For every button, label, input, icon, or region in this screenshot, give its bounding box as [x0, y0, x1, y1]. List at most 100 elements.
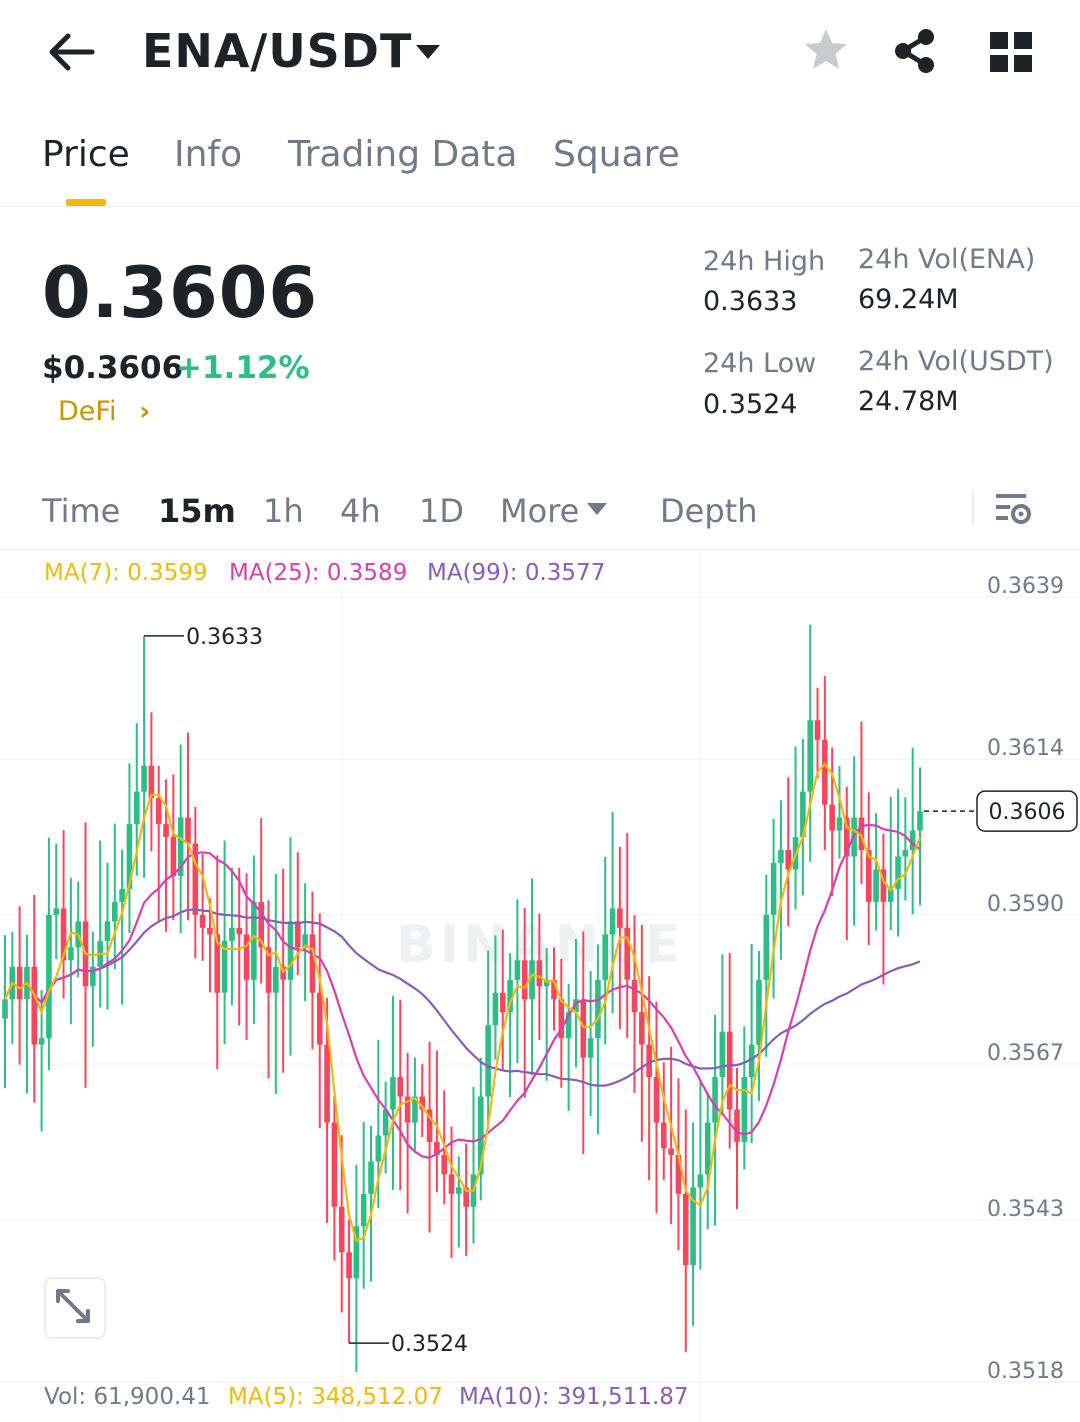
interval-more[interactable]: More: [500, 492, 580, 530]
last-price: 0.3606: [42, 252, 319, 334]
ma25-line: [3, 823, 921, 1159]
candle-body: [675, 1154, 682, 1194]
candle-body: [412, 1096, 418, 1123]
vol-base-value: 69.24M: [858, 284, 959, 315]
candle-body: [456, 1187, 462, 1194]
candle-body: [609, 908, 616, 935]
candle-body: [214, 934, 221, 993]
candle-body: [836, 817, 843, 831]
candle-body: [126, 824, 133, 889]
candle-body: [917, 811, 923, 831]
candle-body: [631, 979, 638, 1013]
category-tag-label: DeFi: [58, 396, 117, 427]
fullscreen-button[interactable]: [44, 1277, 106, 1339]
last-price-box: [976, 790, 1078, 832]
candle-body: [448, 1174, 455, 1194]
candle-body: [800, 791, 806, 838]
candle-body: [690, 1187, 696, 1266]
candle-body: [734, 1109, 740, 1142]
candle-body: [770, 862, 777, 915]
candle-body: [521, 960, 528, 1000]
candle-body: [133, 791, 140, 825]
candle-body: [587, 1038, 594, 1058]
tab-divider: [0, 206, 1080, 207]
low-label: 24h Low: [703, 348, 817, 379]
tab-price[interactable]: Price: [42, 134, 130, 175]
ma25-legend: MA(25): 0.3589: [229, 560, 408, 586]
vol-quote-label: 24h Vol(USDT): [858, 346, 1054, 377]
candle-body: [748, 1044, 755, 1078]
candle-body: [390, 1077, 396, 1110]
chart-settings-icon[interactable]: [994, 490, 1032, 528]
candle-body: [192, 843, 199, 915]
ma99-line: [3, 908, 921, 1087]
candle-body: [141, 765, 147, 792]
y-tick-label: 0.3590: [987, 892, 1064, 917]
toolbar-separator: [972, 490, 974, 524]
candle-body: [177, 817, 184, 876]
candle-body: [822, 739, 828, 805]
category-tag-link[interactable]: DeFi ›: [58, 396, 150, 427]
candle-body: [302, 934, 308, 948]
candle-body: [507, 979, 513, 1013]
pair-title[interactable]: ENA/USDT: [142, 24, 413, 78]
candle-body: [778, 850, 784, 863]
caret-down-icon[interactable]: [414, 42, 442, 62]
tab-trading-data[interactable]: Trading Data: [288, 134, 518, 175]
vol-ma5-legend: MA(5): 348,512.07: [228, 1384, 443, 1410]
candle-body: [90, 966, 96, 987]
interval-4h[interactable]: 4h: [340, 492, 381, 530]
candle-body: [565, 1012, 572, 1039]
usd-price: $0.3606: [42, 350, 184, 386]
y-tick-label: 0.3518: [987, 1359, 1064, 1384]
y-tick-label: 0.3639: [987, 574, 1064, 599]
star-icon[interactable]: [802, 26, 850, 74]
candle-body: [112, 901, 118, 922]
candles-group: [2, 624, 923, 1373]
candle-body: [543, 979, 550, 987]
low-value: 0.3524: [703, 389, 798, 420]
candle-body: [697, 1174, 704, 1188]
interval-1d[interactable]: 1D: [419, 492, 464, 530]
interval-time[interactable]: Time: [42, 492, 121, 530]
candle-body: [60, 908, 67, 961]
candle-body: [148, 765, 155, 799]
candle-body: [595, 979, 601, 1039]
interval-15m[interactable]: 15m: [158, 492, 236, 530]
candle-body: [682, 1193, 689, 1266]
candle-body: [887, 888, 894, 902]
grid-icon[interactable]: [988, 30, 1034, 74]
candle-body: [485, 1025, 491, 1097]
candle-body: [375, 1135, 382, 1162]
share-icon[interactable]: [890, 26, 940, 76]
tab-square[interactable]: Square: [553, 134, 680, 175]
candle-body: [492, 992, 499, 1026]
tab-depth[interactable]: Depth: [660, 492, 758, 530]
candle-body: [295, 921, 301, 948]
candle-body: [31, 966, 38, 1045]
chevron-right-icon: ›: [139, 396, 151, 427]
candle-body: [741, 1077, 748, 1142]
back-arrow-icon[interactable]: [42, 28, 98, 76]
tab-info[interactable]: Info: [174, 134, 243, 175]
candle-body: [360, 1193, 367, 1227]
candle-body: [580, 999, 587, 1058]
candle-body: [119, 888, 125, 902]
candle-body: [155, 798, 162, 825]
interval-1h[interactable]: 1h: [263, 492, 304, 530]
candle-body: [844, 817, 850, 857]
candlestick-chart[interactable]: 0.36390.36140.35900.35670.35430.3518BINA…: [0, 550, 1080, 1422]
toolbar-divider: [0, 549, 1080, 550]
last-price-label: 0.3606: [989, 800, 1066, 825]
candle-body: [756, 979, 762, 1045]
candle-body: [199, 914, 206, 928]
candle-body: [338, 1206, 345, 1253]
candle-body: [814, 720, 821, 740]
candle-body: [617, 908, 623, 928]
candle-body: [712, 1077, 718, 1123]
ma7-line: [3, 762, 922, 1243]
candle-body: [653, 1077, 660, 1123]
candle-body: [763, 914, 770, 980]
caret-down-icon[interactable]: [586, 502, 608, 516]
candle-body: [251, 901, 257, 980]
